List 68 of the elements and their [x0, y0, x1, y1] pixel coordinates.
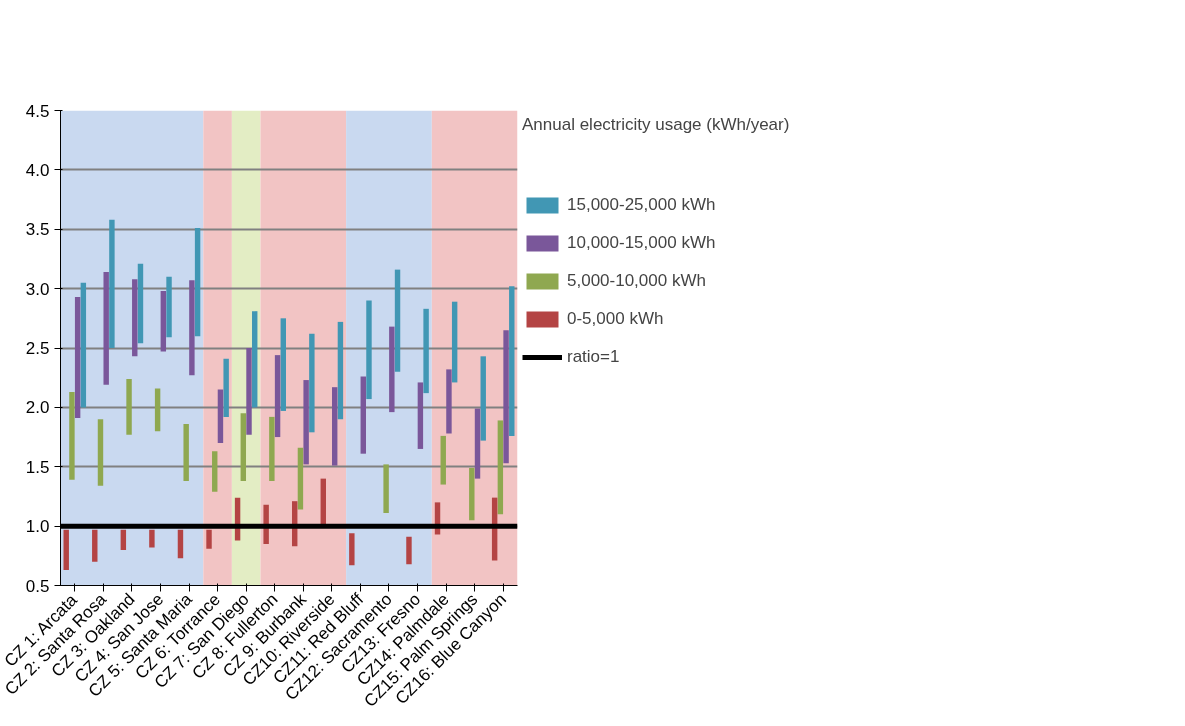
- bar: [274, 355, 281, 438]
- bar: [297, 447, 304, 510]
- bar: [149, 529, 155, 548]
- y-tick-label: 1.5: [25, 457, 50, 477]
- bar: [303, 380, 309, 465]
- legend-label: ratio=1: [567, 347, 620, 367]
- bar: [503, 330, 509, 464]
- bar: [337, 321, 344, 420]
- y-tick-label: 3.0: [25, 279, 50, 299]
- bar: [120, 529, 127, 550]
- legend-label: 5,000-10,000 kWh: [567, 271, 706, 291]
- y-tick-label: 2.5: [25, 339, 50, 358]
- bar: [383, 464, 389, 514]
- legend-label: 10,000-15,000 kWh: [567, 233, 716, 253]
- bar: [160, 291, 167, 352]
- bar: [240, 413, 247, 481]
- bar: [252, 311, 258, 408]
- bar: [63, 529, 69, 571]
- y-tick-label: 4.5: [25, 101, 50, 121]
- legend-label: 15,000-25,000 kWh: [567, 195, 716, 215]
- bar: [497, 420, 504, 515]
- bar: [360, 376, 366, 454]
- bar: [166, 276, 172, 338]
- legend-title: Annual electricity usage (kWh/year): [522, 115, 790, 135]
- bar: [366, 300, 372, 400]
- bar: [480, 356, 486, 441]
- y-tick-label: 4.0: [25, 160, 50, 180]
- bar: [440, 435, 446, 485]
- bar: [246, 348, 252, 435]
- bar: [331, 387, 338, 466]
- bar: [126, 378, 132, 435]
- bar: [417, 382, 424, 449]
- bar: [177, 529, 184, 559]
- bar: [212, 451, 218, 492]
- y-tick-label: 0.5: [25, 576, 50, 596]
- bar: [474, 408, 481, 479]
- legend-label: 0-5,000 kWh: [567, 309, 664, 329]
- bar: [189, 280, 195, 376]
- bar: [451, 301, 458, 383]
- y-tick-label: 2.0: [25, 398, 50, 418]
- bar: [69, 391, 75, 480]
- y-tick-label: 1.0: [25, 517, 50, 537]
- bar: [92, 529, 98, 562]
- bar: [469, 467, 475, 521]
- bar: [509, 286, 515, 436]
- bar: [132, 279, 138, 357]
- bar: [194, 228, 201, 337]
- bar: [423, 308, 429, 394]
- bar: [446, 369, 452, 434]
- bar: [137, 263, 144, 344]
- bar: [280, 318, 286, 411]
- bar: [103, 272, 109, 385]
- bar: [80, 282, 87, 408]
- bar: [97, 419, 104, 486]
- bar: [223, 358, 229, 417]
- bar: [406, 536, 412, 565]
- bar: [269, 416, 275, 481]
- bar: [74, 296, 81, 419]
- bar: [183, 424, 189, 481]
- y-tick-label: 3.5: [25, 220, 50, 240]
- bar: [154, 388, 161, 432]
- bar: [206, 529, 212, 549]
- bar: [309, 333, 315, 433]
- bar: [109, 219, 115, 348]
- bar: [217, 389, 224, 443]
- bar: [389, 326, 395, 413]
- bar: [349, 533, 355, 566]
- bar: [394, 269, 401, 372]
